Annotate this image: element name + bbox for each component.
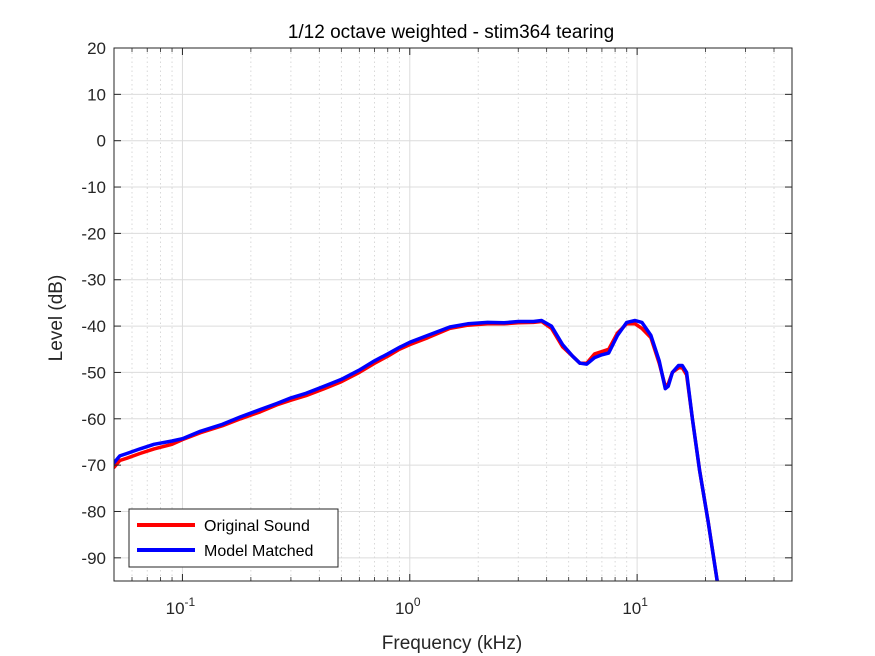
grid [114, 47, 792, 581]
x-tick-label: 101 [622, 595, 648, 618]
y-tick-label: -80 [81, 502, 106, 521]
x-tick-label: 100 [395, 595, 421, 618]
x-tick-label: 10-1 [166, 595, 196, 618]
y-tick-label: -20 [81, 224, 106, 243]
x-axis-label: Frequency (kHz) [382, 633, 522, 654]
y-axis-label: Level (dB) [46, 275, 67, 362]
legend-label-original-sound: Original Sound [204, 518, 310, 535]
y-tick-label: 0 [97, 132, 106, 151]
y-tick-label: -10 [81, 178, 106, 197]
chart-title: 1/12 octave weighted - stim364 tearing [288, 22, 614, 43]
y-tick-label: 10 [87, 85, 106, 104]
axes-box [113, 47, 793, 582]
y-tick-label: -30 [81, 271, 106, 290]
y-tick-label: -60 [81, 410, 106, 429]
ticks: 10-1 100 10120100-10-20-30-40-50-60-70-80-… [81, 39, 792, 618]
y-tick-label: -90 [81, 549, 106, 568]
legend: Original Sound Model Matched [128, 508, 339, 568]
y-tick-label: -70 [81, 456, 106, 475]
y-tick-label: 20 [87, 39, 106, 58]
y-tick-label: -40 [81, 317, 106, 336]
y-tick-label: -50 [81, 363, 106, 382]
legend-box [128, 508, 339, 568]
series-lines [114, 318, 719, 581]
legend-label-model-matched: Model Matched [204, 543, 313, 560]
series-line-model-matched [114, 318, 719, 581]
